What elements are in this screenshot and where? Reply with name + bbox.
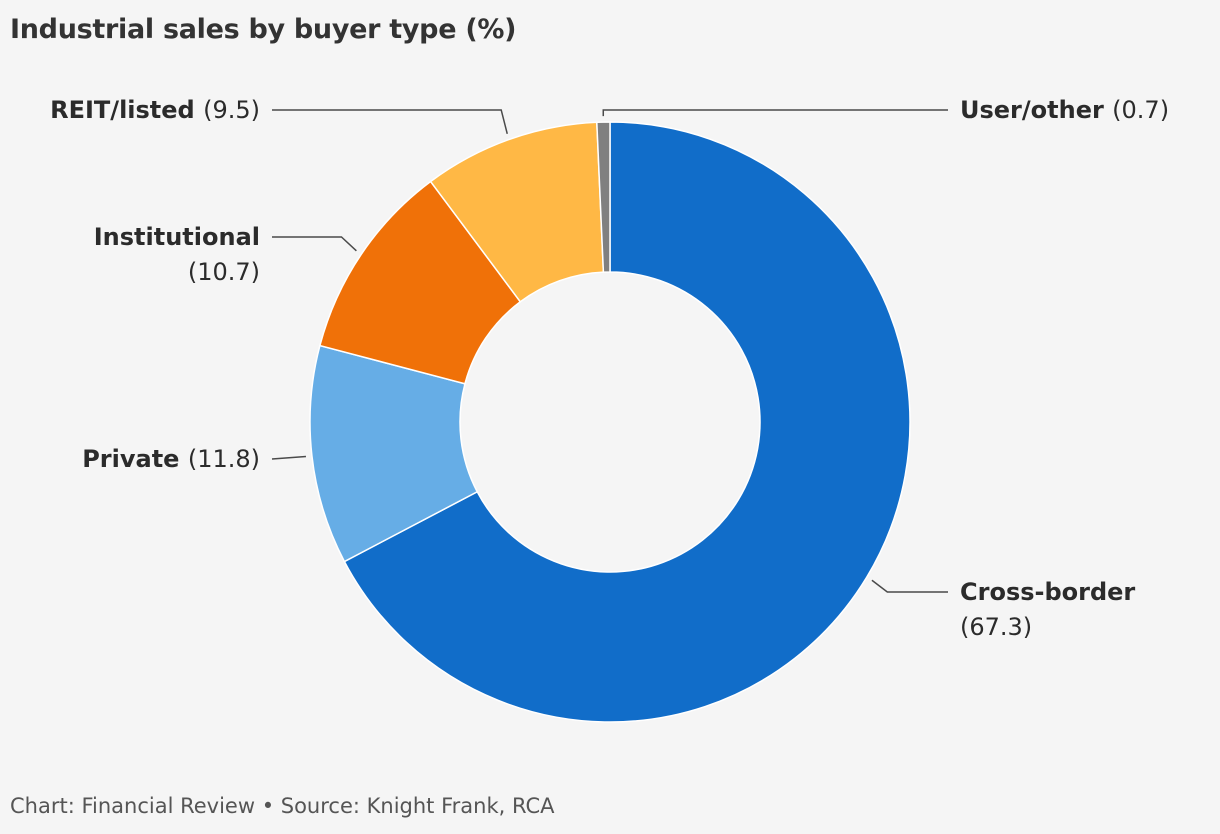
label-value-private: (11.8): [188, 445, 260, 473]
label-name-reit-listed: REIT/listed: [50, 96, 203, 124]
label-cross-border: Cross-border (67.3): [960, 578, 1135, 641]
leader-lines: [271, 109, 948, 593]
chart-title: Industrial sales by buyer type (%): [10, 14, 517, 45]
label-user-other: User/other (0.7): [960, 96, 1169, 124]
label-institutional: Institutional (10.7): [94, 223, 260, 286]
donut-slices: [309, 121, 911, 723]
slice-cross-border: [343, 121, 911, 723]
svg-text:REIT/listed (9.5): REIT/listed (9.5): [50, 96, 260, 124]
leader-line-private: [271, 455, 307, 460]
leader-line-reit-listed: [272, 109, 508, 134]
leader-line-cross-border: [871, 579, 948, 593]
label-name-institutional: Institutional: [94, 223, 260, 251]
label-name-cross-border: Cross-border: [960, 578, 1135, 606]
svg-text:Private (11.8): Private (11.8): [82, 445, 260, 473]
label-value-cross-border: (67.3): [960, 613, 1032, 641]
slice-private: [309, 344, 479, 563]
slice-labels: Cross-border (67.3) Private (11.8) Institut…: [50, 96, 1169, 641]
label-value-reit-listed: (9.5): [203, 96, 260, 124]
svg-text:User/other (0.7): User/other (0.7): [960, 96, 1169, 124]
slice-user-other: [596, 121, 611, 273]
chart-source: Chart: Financial Review • Source: Knight…: [10, 794, 555, 818]
label-name-private: Private: [82, 445, 188, 473]
label-reit-listed: REIT/listed (9.5): [50, 96, 260, 124]
label-name-user-other: User/other: [960, 96, 1112, 124]
label-private: Private (11.8): [82, 445, 260, 473]
label-value-user-other: (0.7): [1112, 96, 1169, 124]
leader-line-institutional: [272, 236, 357, 252]
label-value-institutional: (10.7): [188, 258, 260, 286]
leader-line-user-other: [602, 109, 948, 117]
